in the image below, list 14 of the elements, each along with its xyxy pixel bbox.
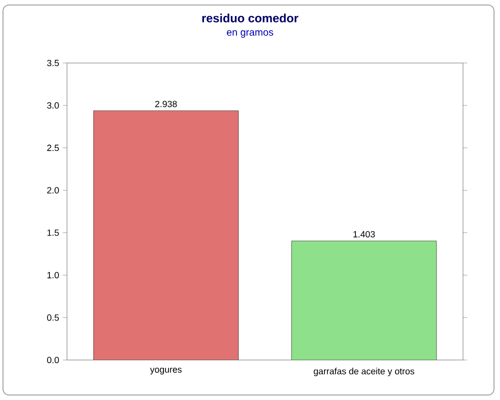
y-tick-label: 0.5	[47, 314, 59, 321]
x-tick-label: garrafas de aceite y otros	[314, 368, 414, 376]
data-label: 2.938	[155, 100, 177, 108]
chart-subtitle: en gramos	[226, 30, 274, 38]
y-tick-label: 1.5	[47, 230, 59, 236]
y-tick-label: 3.5	[47, 60, 59, 66]
chart-title: residuo comedor	[202, 14, 298, 22]
y-tick-label: 2.0	[47, 187, 59, 194]
data-label: 1.403	[353, 231, 375, 238]
y-tick-label: 3.0	[47, 102, 59, 109]
x-tick-label: yogures	[150, 368, 182, 374]
y-tick-label: 0.0	[47, 356, 59, 364]
y-tick-label: 2.5	[47, 144, 59, 152]
y-tick-label: 1.0	[47, 272, 59, 278]
